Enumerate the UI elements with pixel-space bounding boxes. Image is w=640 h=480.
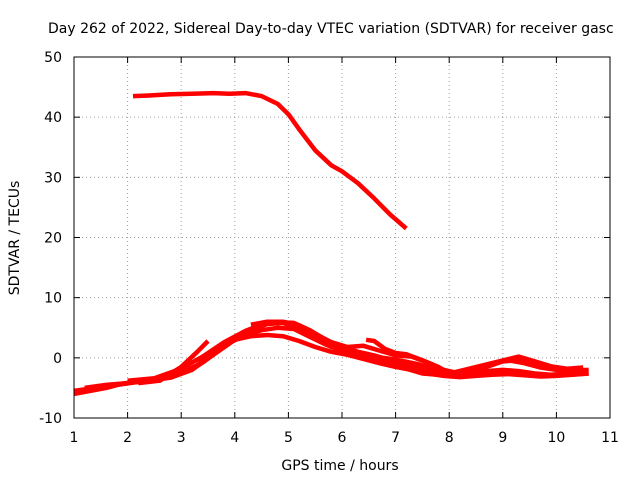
x-tick-label: 4 [230, 430, 239, 446]
series-line-upper-arc [132, 90, 408, 231]
y-tick-label: 50 [44, 50, 62, 66]
chart-title: Day 262 of 2022, Sidereal Day-to-day VTE… [48, 21, 614, 37]
series-line-arc-6 [138, 337, 584, 386]
y-tick-label: 10 [44, 291, 62, 307]
y-tick-label: 40 [44, 110, 62, 126]
x-tick-label: 8 [445, 430, 454, 446]
x-tick-label: 7 [391, 430, 400, 446]
y-tick-label: 0 [53, 351, 62, 367]
y-tick-label: 30 [44, 170, 62, 186]
x-tick-label: 6 [338, 430, 347, 446]
x-tick-label: 10 [547, 430, 565, 446]
x-tick-label: 9 [498, 430, 507, 446]
x-tick-label: 3 [177, 430, 186, 446]
x-tick-label: 1 [70, 430, 79, 446]
x-axis-label: GPS time / hours [281, 458, 398, 474]
grid-layer [74, 57, 610, 418]
y-axis-label: SDTVAR / TECUs [7, 181, 23, 296]
y-tick-label: -10 [39, 411, 62, 427]
series-line-arc-3 [84, 320, 589, 391]
x-tick-label: 11 [601, 430, 619, 446]
x-tick-label: 5 [284, 430, 293, 446]
series-layer [73, 90, 589, 397]
y-tick-label: 20 [44, 231, 62, 247]
axis-layer: 1 2 3 4 5 6 7 8 9 10 11 -10 0 10 20 30 40 50 [39, 50, 619, 446]
x-tick-label: 2 [123, 430, 132, 446]
